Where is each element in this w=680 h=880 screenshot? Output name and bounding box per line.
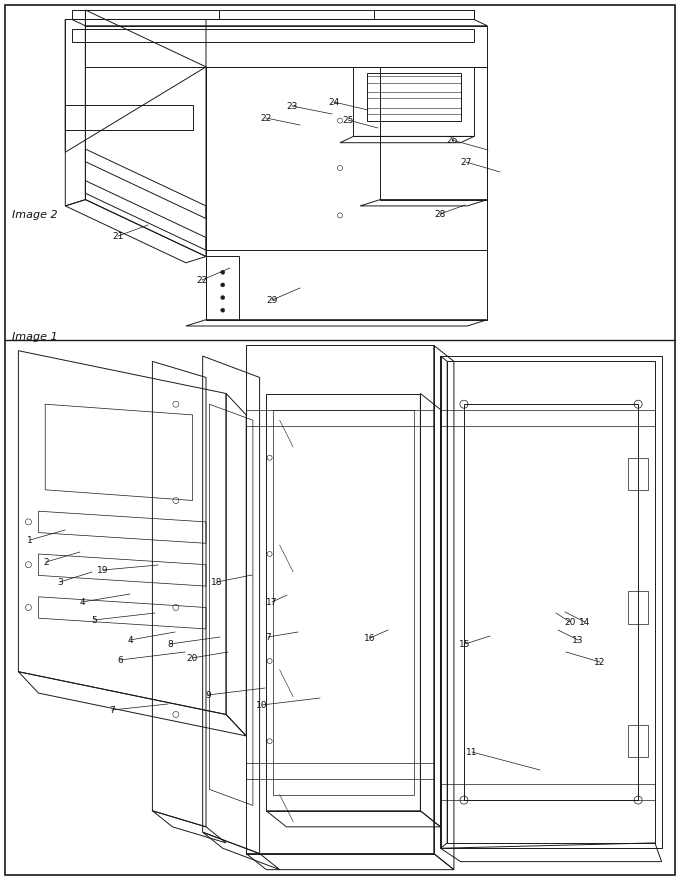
Text: 29: 29 <box>267 296 277 304</box>
Text: 22: 22 <box>197 275 207 284</box>
Text: 2: 2 <box>44 558 49 567</box>
Text: 21: 21 <box>112 231 124 240</box>
Text: 3: 3 <box>57 577 63 586</box>
Text: 23: 23 <box>286 101 298 111</box>
Text: 28: 28 <box>435 209 445 218</box>
Text: 9: 9 <box>205 691 211 700</box>
Text: 8: 8 <box>167 640 173 649</box>
Text: Image 2: Image 2 <box>12 210 58 220</box>
Text: 24: 24 <box>328 98 339 106</box>
Text: 20: 20 <box>564 618 576 627</box>
Text: 25: 25 <box>342 115 354 124</box>
Text: 6: 6 <box>117 656 123 664</box>
Circle shape <box>221 308 225 312</box>
Text: 11: 11 <box>466 747 478 757</box>
Circle shape <box>221 296 225 299</box>
Text: 12: 12 <box>594 657 606 666</box>
Text: 7: 7 <box>265 633 271 642</box>
Text: 27: 27 <box>460 158 472 166</box>
Text: 4: 4 <box>127 635 133 644</box>
Text: 22: 22 <box>260 114 271 122</box>
Text: 7: 7 <box>109 706 115 715</box>
Text: 14: 14 <box>579 618 591 627</box>
Circle shape <box>221 270 225 275</box>
Text: 13: 13 <box>573 635 583 644</box>
Text: 20: 20 <box>186 654 198 663</box>
Text: 19: 19 <box>97 566 109 575</box>
Text: 15: 15 <box>459 640 471 649</box>
Text: 4: 4 <box>79 598 85 606</box>
Text: 17: 17 <box>267 598 277 606</box>
Text: 10: 10 <box>256 700 268 709</box>
Text: 1: 1 <box>27 536 33 545</box>
Circle shape <box>221 283 225 287</box>
Text: 5: 5 <box>91 615 97 625</box>
Text: 16: 16 <box>364 634 376 642</box>
Text: 18: 18 <box>211 577 223 586</box>
Text: Image 1: Image 1 <box>12 332 58 342</box>
Text: 26: 26 <box>446 136 458 144</box>
